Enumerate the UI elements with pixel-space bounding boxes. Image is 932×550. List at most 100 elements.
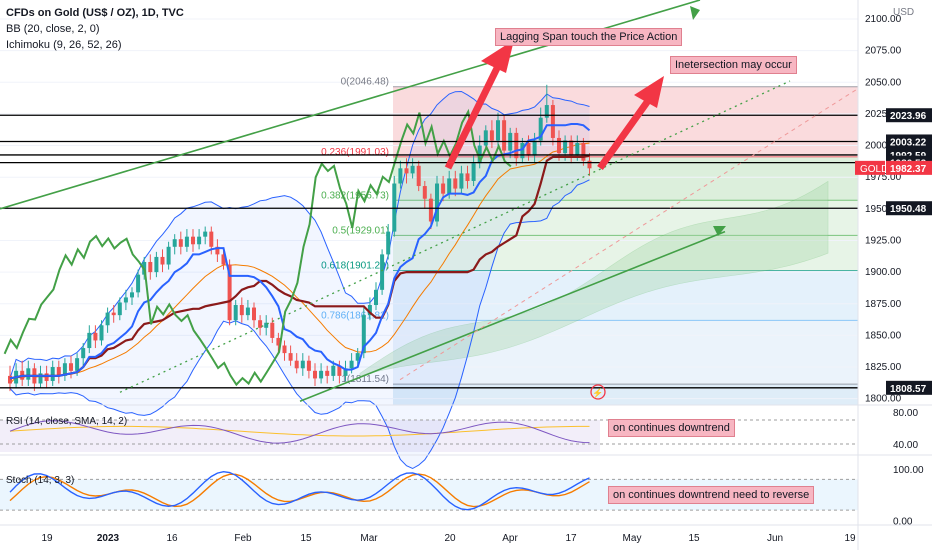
candle-up	[203, 231, 208, 237]
candle-up	[331, 365, 336, 376]
price-label: 1982.37	[890, 164, 927, 175]
annotation-rsi: on continues downtrend	[608, 419, 735, 437]
stoch-tick: 100.00	[893, 465, 924, 476]
time-tick: 20	[444, 533, 456, 544]
candle-up	[87, 332, 92, 349]
price-label: 1808.57	[890, 384, 927, 395]
candle-down	[239, 305, 244, 316]
fib-label-0: 0(2046.48)	[341, 77, 389, 88]
time-tick: Mar	[360, 533, 378, 544]
currency-label: USD	[893, 7, 914, 18]
price-tick: 1825.00	[865, 362, 902, 373]
bb-lower	[9, 179, 590, 470]
candle-down	[325, 370, 330, 376]
gold-name-label: GOLD	[860, 164, 888, 175]
candle-down	[111, 312, 116, 316]
candle-up	[471, 163, 476, 181]
candle-down	[294, 360, 299, 369]
candle-up	[496, 120, 500, 141]
time-tick: Feb	[234, 533, 252, 544]
candle-down	[160, 256, 165, 265]
candle-down	[550, 105, 555, 138]
fib-zone	[393, 200, 858, 236]
ichimoku-legend[interactable]: Ichimoku (9, 26, 52, 26)	[6, 39, 122, 51]
bb-legend[interactable]: BB (20, close, 2, 0)	[6, 23, 100, 35]
price-tick: 1875.00	[865, 299, 902, 310]
fib-label-0.382: 0.382(1956.73)	[321, 190, 389, 201]
time-tick: 15	[688, 533, 700, 544]
candle-up	[123, 297, 128, 303]
rsi-ma-line	[9, 425, 590, 437]
candle-down	[465, 173, 470, 181]
candle-up	[166, 246, 171, 265]
candle-down	[252, 307, 256, 321]
candle-up	[26, 368, 31, 380]
candle-up	[367, 305, 372, 316]
candle-down	[569, 140, 574, 156]
candle-up	[435, 183, 439, 222]
time-tick: Jun	[767, 533, 783, 544]
candle-down	[557, 137, 561, 154]
price-label-box	[886, 134, 932, 149]
red-arrow-head	[634, 76, 664, 108]
time-tick: 16	[166, 533, 178, 544]
candle-up	[459, 173, 464, 189]
candle-down	[526, 143, 531, 156]
annotation-stoch: on continues downtrend need to reverse	[608, 486, 815, 504]
candle-down	[270, 322, 275, 338]
candle-up	[544, 105, 549, 118]
price-label-box	[886, 160, 932, 175]
fib-label-0.618: 0.618(1901.29)	[321, 260, 389, 271]
candle-down	[56, 367, 61, 376]
candle-up	[99, 325, 104, 341]
price-label-box	[886, 108, 932, 123]
candle-down	[581, 143, 586, 161]
candle-down	[148, 261, 153, 273]
rsi-tick: 80.00	[893, 408, 918, 419]
candle-down	[502, 120, 507, 151]
rsi-label: RSI (14, close, SMA, 14, 2)	[6, 416, 127, 427]
gold-name-box	[855, 160, 885, 175]
candle-up	[105, 312, 110, 326]
candle-up	[75, 358, 80, 371]
candle-up	[532, 140, 537, 156]
candle-down	[404, 168, 409, 174]
fib-label-0.236: 0.236(1991.03)	[321, 147, 389, 158]
candle-up	[245, 307, 250, 316]
fib-label-1: 1(1811.54)	[341, 374, 389, 385]
candle-down	[191, 236, 195, 245]
candle-down	[69, 363, 73, 371]
candle-down	[587, 160, 592, 169]
candle-down	[8, 375, 12, 384]
candle-up	[62, 363, 67, 376]
candle-up	[520, 143, 525, 159]
time-tick: 17	[565, 533, 577, 544]
rsi-band	[0, 420, 600, 452]
candle-up	[233, 305, 238, 321]
event-icon	[590, 384, 606, 400]
candle-up	[184, 236, 189, 247]
time-tick: May	[623, 533, 642, 544]
candle-up	[38, 373, 43, 384]
candle-down	[288, 353, 293, 361]
price-label-box	[886, 380, 932, 395]
channel-upper-arrowhead	[690, 6, 700, 20]
fib-label-0.786: 0.786(1861.82)	[321, 310, 389, 321]
candle-up	[392, 183, 397, 232]
candle-up	[410, 165, 415, 174]
candle-down	[453, 178, 458, 189]
price-tick: 2000.00	[865, 141, 902, 152]
dashed-trendline	[399, 88, 859, 381]
candle-up	[117, 302, 122, 316]
candle-down	[209, 231, 214, 247]
price-tick: 1900.00	[865, 267, 902, 278]
candle-down	[441, 183, 446, 194]
price-tick: 2025.00	[865, 109, 902, 120]
candle-down	[416, 165, 421, 187]
channel-lower-line	[299, 230, 726, 402]
time-tick: 19	[41, 533, 53, 544]
channel-lower-arrowhead	[713, 226, 726, 236]
symbol-title[interactable]: CFDs on Gold (US$ / OZ), 1D, TVC	[6, 7, 184, 19]
candle-down	[178, 239, 183, 247]
fib-zone	[393, 270, 858, 321]
